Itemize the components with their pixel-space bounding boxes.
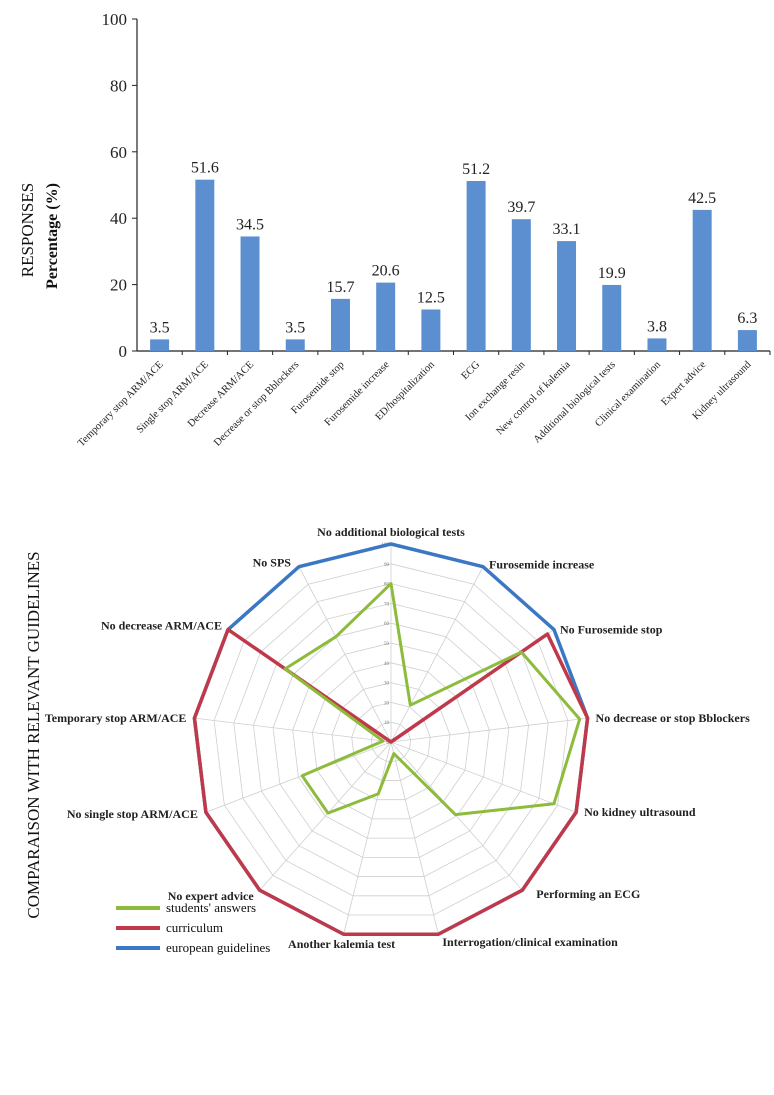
legend-label-curriculum: curriculum: [166, 920, 224, 935]
radar-tick-label: 80: [384, 583, 390, 588]
bar: [557, 241, 577, 351]
radar-axis-label: No additional biological tests: [317, 525, 465, 539]
legend-swatch-curriculum: [116, 926, 160, 930]
bar: [602, 284, 622, 351]
radar-grid-ring: [331, 682, 451, 801]
radar-axis-label: Another kalemia test: [288, 937, 395, 951]
radar-series-students: [283, 582, 582, 817]
y-tick-label: 40: [110, 209, 127, 228]
radar-axis-label: No single stop ARM/ACE: [67, 807, 198, 821]
data-label: 39.7: [507, 199, 535, 216]
radar-axis-label: No decrease ARM/ACE: [101, 619, 222, 633]
y-tick-label: 0: [119, 342, 128, 361]
bar: [466, 181, 486, 351]
bar: [647, 338, 667, 351]
radar-axis-label: No kidney ultrasound: [584, 805, 696, 819]
data-label: 20.6: [372, 263, 400, 280]
radar-tick-label: 30: [384, 682, 390, 687]
legend-label-european: european guidelines: [166, 940, 271, 955]
legend-item-curriculum: curriculum: [116, 918, 270, 938]
data-label: 3.5: [150, 319, 170, 336]
radar-spoke: [390, 741, 439, 935]
radar-axis-label: No decrease or stop Bblockers: [596, 711, 751, 725]
radar-spoke: [298, 566, 392, 743]
radar-axis-label: Furosemide increase: [489, 558, 595, 572]
radar-spoke: [390, 717, 588, 743]
category-label: New control of kalemia: [495, 359, 573, 437]
radar-axis-label: No SPS: [253, 556, 292, 570]
category-label: Temporary stop ARM/ACE: [76, 359, 166, 449]
data-label: 3.5: [285, 319, 305, 336]
radar-tick-label: 70: [384, 602, 390, 607]
legend-swatch-european: [116, 946, 160, 950]
radar-spoke: [259, 741, 392, 891]
bar: [376, 282, 396, 351]
bar: [692, 209, 712, 351]
radar-tick-label: 90: [384, 563, 390, 568]
bar: [737, 330, 757, 351]
radar-tick-label: 0: [387, 741, 390, 746]
bar: [511, 219, 531, 351]
radar-tick-label: 40: [384, 662, 390, 667]
legend-item-students: students' answers: [116, 898, 270, 918]
radar-spoke: [205, 741, 392, 813]
data-label: 34.5: [236, 216, 264, 233]
y-tick-label: 20: [110, 276, 127, 295]
bar: [240, 236, 260, 351]
radar-spoke: [343, 741, 392, 935]
figure: RESPONSES Percentage (%) COMPARAISON WIT…: [18, 10, 771, 958]
radar-axis-label: Temporary stop ARM/ACE: [45, 711, 187, 725]
radar-legend: students' answers curriculum european gu…: [116, 898, 270, 958]
radar-axis-label: No expert advice: [168, 889, 255, 903]
data-label: 6.3: [737, 310, 757, 327]
radar-tick-label: 10: [384, 721, 390, 726]
legend-item-european: european guidelines: [116, 938, 270, 958]
category-label: Decrease or stop Bblockers: [212, 359, 301, 448]
radar-grid-ring: [272, 622, 510, 858]
radar-grid-ring: [253, 602, 529, 877]
data-label: 3.8: [647, 318, 667, 335]
radar-grid-ring: [292, 642, 490, 839]
radar-tick-label: 60: [384, 622, 390, 627]
legend-label-students: students' answers: [166, 900, 257, 915]
radar-spoke: [390, 741, 523, 891]
y-tick-label: 60: [110, 143, 127, 162]
radar-tick-label: 20: [384, 701, 390, 706]
bar: [421, 309, 441, 351]
radar-spoke: [194, 717, 392, 743]
data-label: 51.6: [191, 160, 219, 177]
radar-grid-ring: [233, 583, 549, 897]
radar-grid-ring: [311, 662, 471, 820]
bar-chart: 0 20 40 60 80 100 3.5 Temporary stop ARM/ACE 51.…: [76, 10, 771, 449]
data-label: 51.2: [462, 161, 490, 178]
y-tick-label: 100: [102, 10, 128, 29]
data-label: 19.9: [598, 265, 626, 282]
legend-swatch-students: [116, 906, 160, 910]
data-label: 15.7: [326, 279, 354, 296]
radar-spoke: [390, 741, 577, 813]
data-label: 12.5: [417, 290, 445, 307]
radar-series-curriculum: [192, 627, 590, 936]
bar: [150, 339, 170, 351]
category-label: Additional biological tests: [532, 359, 618, 445]
category-label: Expert advice: [659, 359, 708, 408]
bar: [195, 179, 215, 351]
radar-axis-label: Performing an ECG: [536, 887, 640, 901]
bar: [285, 339, 305, 351]
data-label: 33.1: [553, 221, 581, 238]
y-tick-label: 80: [110, 76, 127, 95]
radar-axis-label: No Furosemide stop: [560, 623, 663, 637]
radar-spoke: [390, 566, 484, 743]
radar-axis-label: Interrogation/clinical examination: [442, 935, 618, 949]
radar-tick-label: 50: [384, 642, 390, 647]
radar-grid-ring: [213, 563, 569, 916]
category-label: ECG: [460, 359, 483, 382]
data-label: 42.5: [688, 190, 716, 207]
bar: [330, 298, 350, 351]
